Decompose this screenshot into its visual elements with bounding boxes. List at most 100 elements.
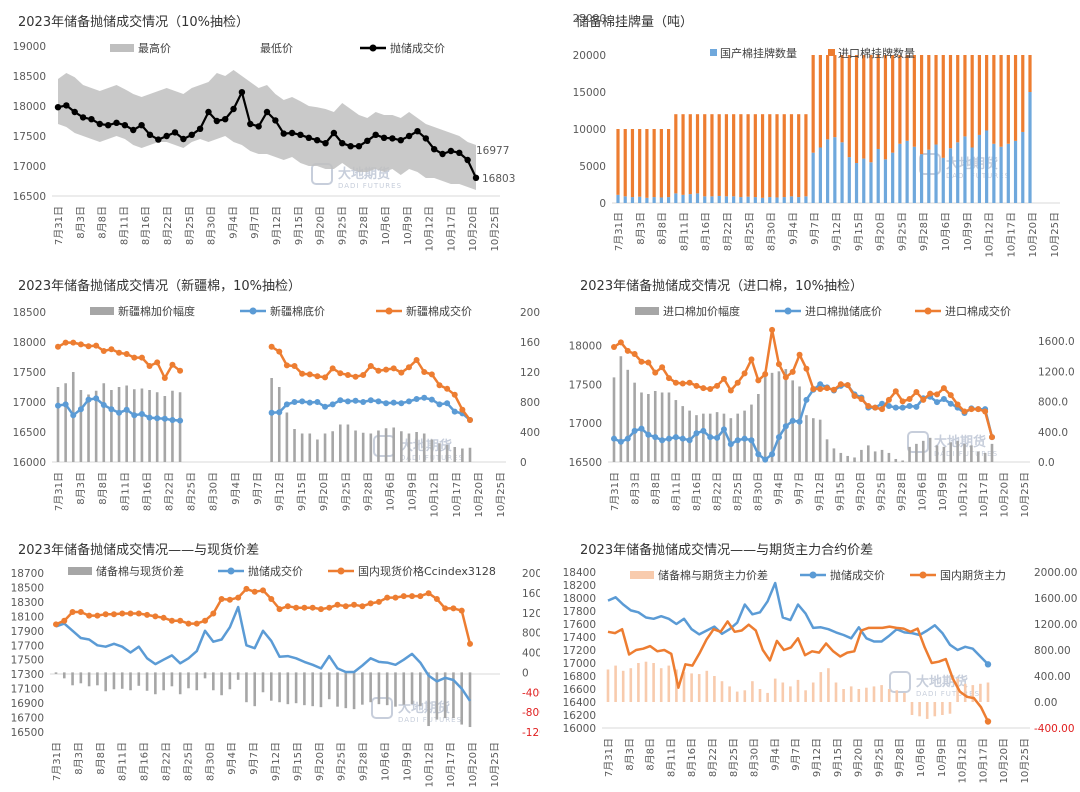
x-tick-label: 7月31日 — [609, 472, 621, 511]
base-price-line-point — [796, 418, 803, 425]
domestic-bar — [775, 197, 779, 203]
x-tick-label: 8月16日 — [691, 472, 703, 511]
domestic-bar — [695, 193, 700, 203]
spot-price-line-point — [218, 596, 225, 603]
base-price-line-point — [154, 415, 161, 422]
markup-bar — [140, 388, 144, 462]
x-tick-label: 9月7日 — [248, 742, 260, 775]
deal-price-line-point — [146, 363, 153, 369]
base-price-line-point — [665, 435, 672, 442]
x-tick-label: 9月28日 — [358, 206, 370, 245]
deal-price-line-point — [123, 351, 130, 357]
spread-bar — [178, 672, 182, 695]
x-tick-label: 7月31日 — [603, 738, 615, 777]
import-bar — [616, 129, 620, 195]
spread-bar — [187, 672, 190, 689]
spot-price-line-point — [144, 611, 151, 618]
deal-price-line-point — [720, 375, 727, 382]
deal-price-line-point — [892, 388, 899, 395]
deal-price-line-point — [464, 156, 471, 164]
spread-bar — [682, 672, 686, 702]
domestic-bar — [869, 162, 873, 203]
legend-label: 国内期货主力 — [940, 568, 1006, 582]
chart-panel-4: 2023年储备抛储成交情况（进口棉，10%抽检） 16500 17000 17500 1… — [540, 264, 1080, 528]
deal-price-line-point — [727, 387, 734, 394]
import-bar — [970, 55, 974, 148]
deal-price-line-point — [824, 385, 831, 392]
spread-bar — [735, 691, 739, 702]
deal-price-line-point — [940, 385, 947, 392]
domestic-bar — [782, 197, 786, 203]
spot-price-line-point — [185, 620, 192, 627]
markup-bar — [674, 400, 678, 462]
spot-price-line-point — [202, 617, 209, 624]
x-tick-label: 10月17日 — [445, 206, 457, 251]
domestic-bar — [804, 196, 808, 203]
base-price-line-point — [762, 456, 769, 463]
domestic-bar — [703, 196, 707, 203]
y-tick-label: 16000 — [13, 457, 46, 469]
markup-bar — [392, 427, 396, 462]
markup-bar — [763, 375, 767, 462]
spot-price-line-point — [135, 610, 142, 617]
markup-bar — [117, 387, 121, 462]
x-tick-label: 8月22日 — [712, 472, 724, 511]
legend-swatch — [635, 307, 659, 315]
spot-price-line-point — [417, 593, 424, 600]
spot-price-line-point — [235, 594, 242, 601]
spot-price-line-point — [276, 606, 283, 613]
legend-label: 抛储成交价 — [248, 564, 303, 578]
deal-price-line-point — [989, 434, 995, 441]
spot-price-line-point — [86, 612, 93, 619]
deal-price-line-point — [188, 131, 195, 138]
domestic-bar — [739, 197, 743, 203]
annotation-label: 16977 — [476, 145, 509, 157]
markup-bar — [832, 448, 836, 462]
y-tick-label: 18000 — [569, 340, 602, 352]
deal-price-line-point — [947, 392, 954, 399]
x-tick-label: 10月25日 — [489, 742, 501, 787]
markup-bar — [293, 429, 296, 462]
x-tick-label: 7月31日 — [51, 742, 63, 781]
y-tick-label: 10000 — [573, 124, 606, 136]
legend-label: 储备棉与期货主力价差 — [658, 568, 768, 582]
markup-bar — [908, 446, 911, 462]
y-tick-label: 16800 — [563, 671, 596, 683]
spread-bar — [781, 682, 785, 702]
spread-bar — [154, 672, 157, 695]
x-tick-label: 8月22日 — [707, 738, 719, 777]
legend-swatch — [90, 307, 114, 315]
spot-price-line-point — [152, 613, 159, 620]
x-tick-label: 9月7日 — [794, 472, 806, 505]
spread-bar — [228, 672, 232, 690]
spread-bar — [629, 668, 633, 702]
import-bar — [760, 114, 765, 198]
deal-price-line-point — [372, 131, 379, 138]
markup-bar — [983, 452, 987, 462]
markup-bar — [132, 389, 136, 462]
domestic-bar — [789, 196, 794, 203]
spread-bar — [62, 672, 66, 679]
spread-bar — [170, 672, 174, 687]
deal-price-line-point — [314, 373, 321, 380]
spot-price-line-point — [160, 614, 167, 621]
markup-bar — [702, 413, 705, 462]
x-tick-label: 9月4日 — [226, 742, 238, 775]
domestic-bar — [645, 197, 649, 203]
spread-bar — [419, 672, 422, 707]
base-price-line-point — [413, 396, 420, 402]
x-tick-label: 8月25日 — [182, 742, 194, 781]
y-right-tick-label: 400.0 — [1038, 427, 1068, 439]
spot-price-line-point — [309, 604, 316, 611]
spread-bar — [705, 670, 709, 702]
spot-price-line-point — [359, 603, 366, 610]
import-bar — [789, 114, 794, 197]
x-tick-label: 8月8日 — [97, 206, 109, 239]
deal-price-line-point — [347, 143, 354, 150]
base-price-line-point — [624, 435, 631, 442]
spot-price-line-point — [110, 611, 117, 618]
y-tick-label: 19000 — [13, 41, 46, 53]
markup-bar — [667, 392, 671, 462]
base-price-line-point — [693, 430, 700, 437]
spread-bar — [713, 676, 716, 702]
